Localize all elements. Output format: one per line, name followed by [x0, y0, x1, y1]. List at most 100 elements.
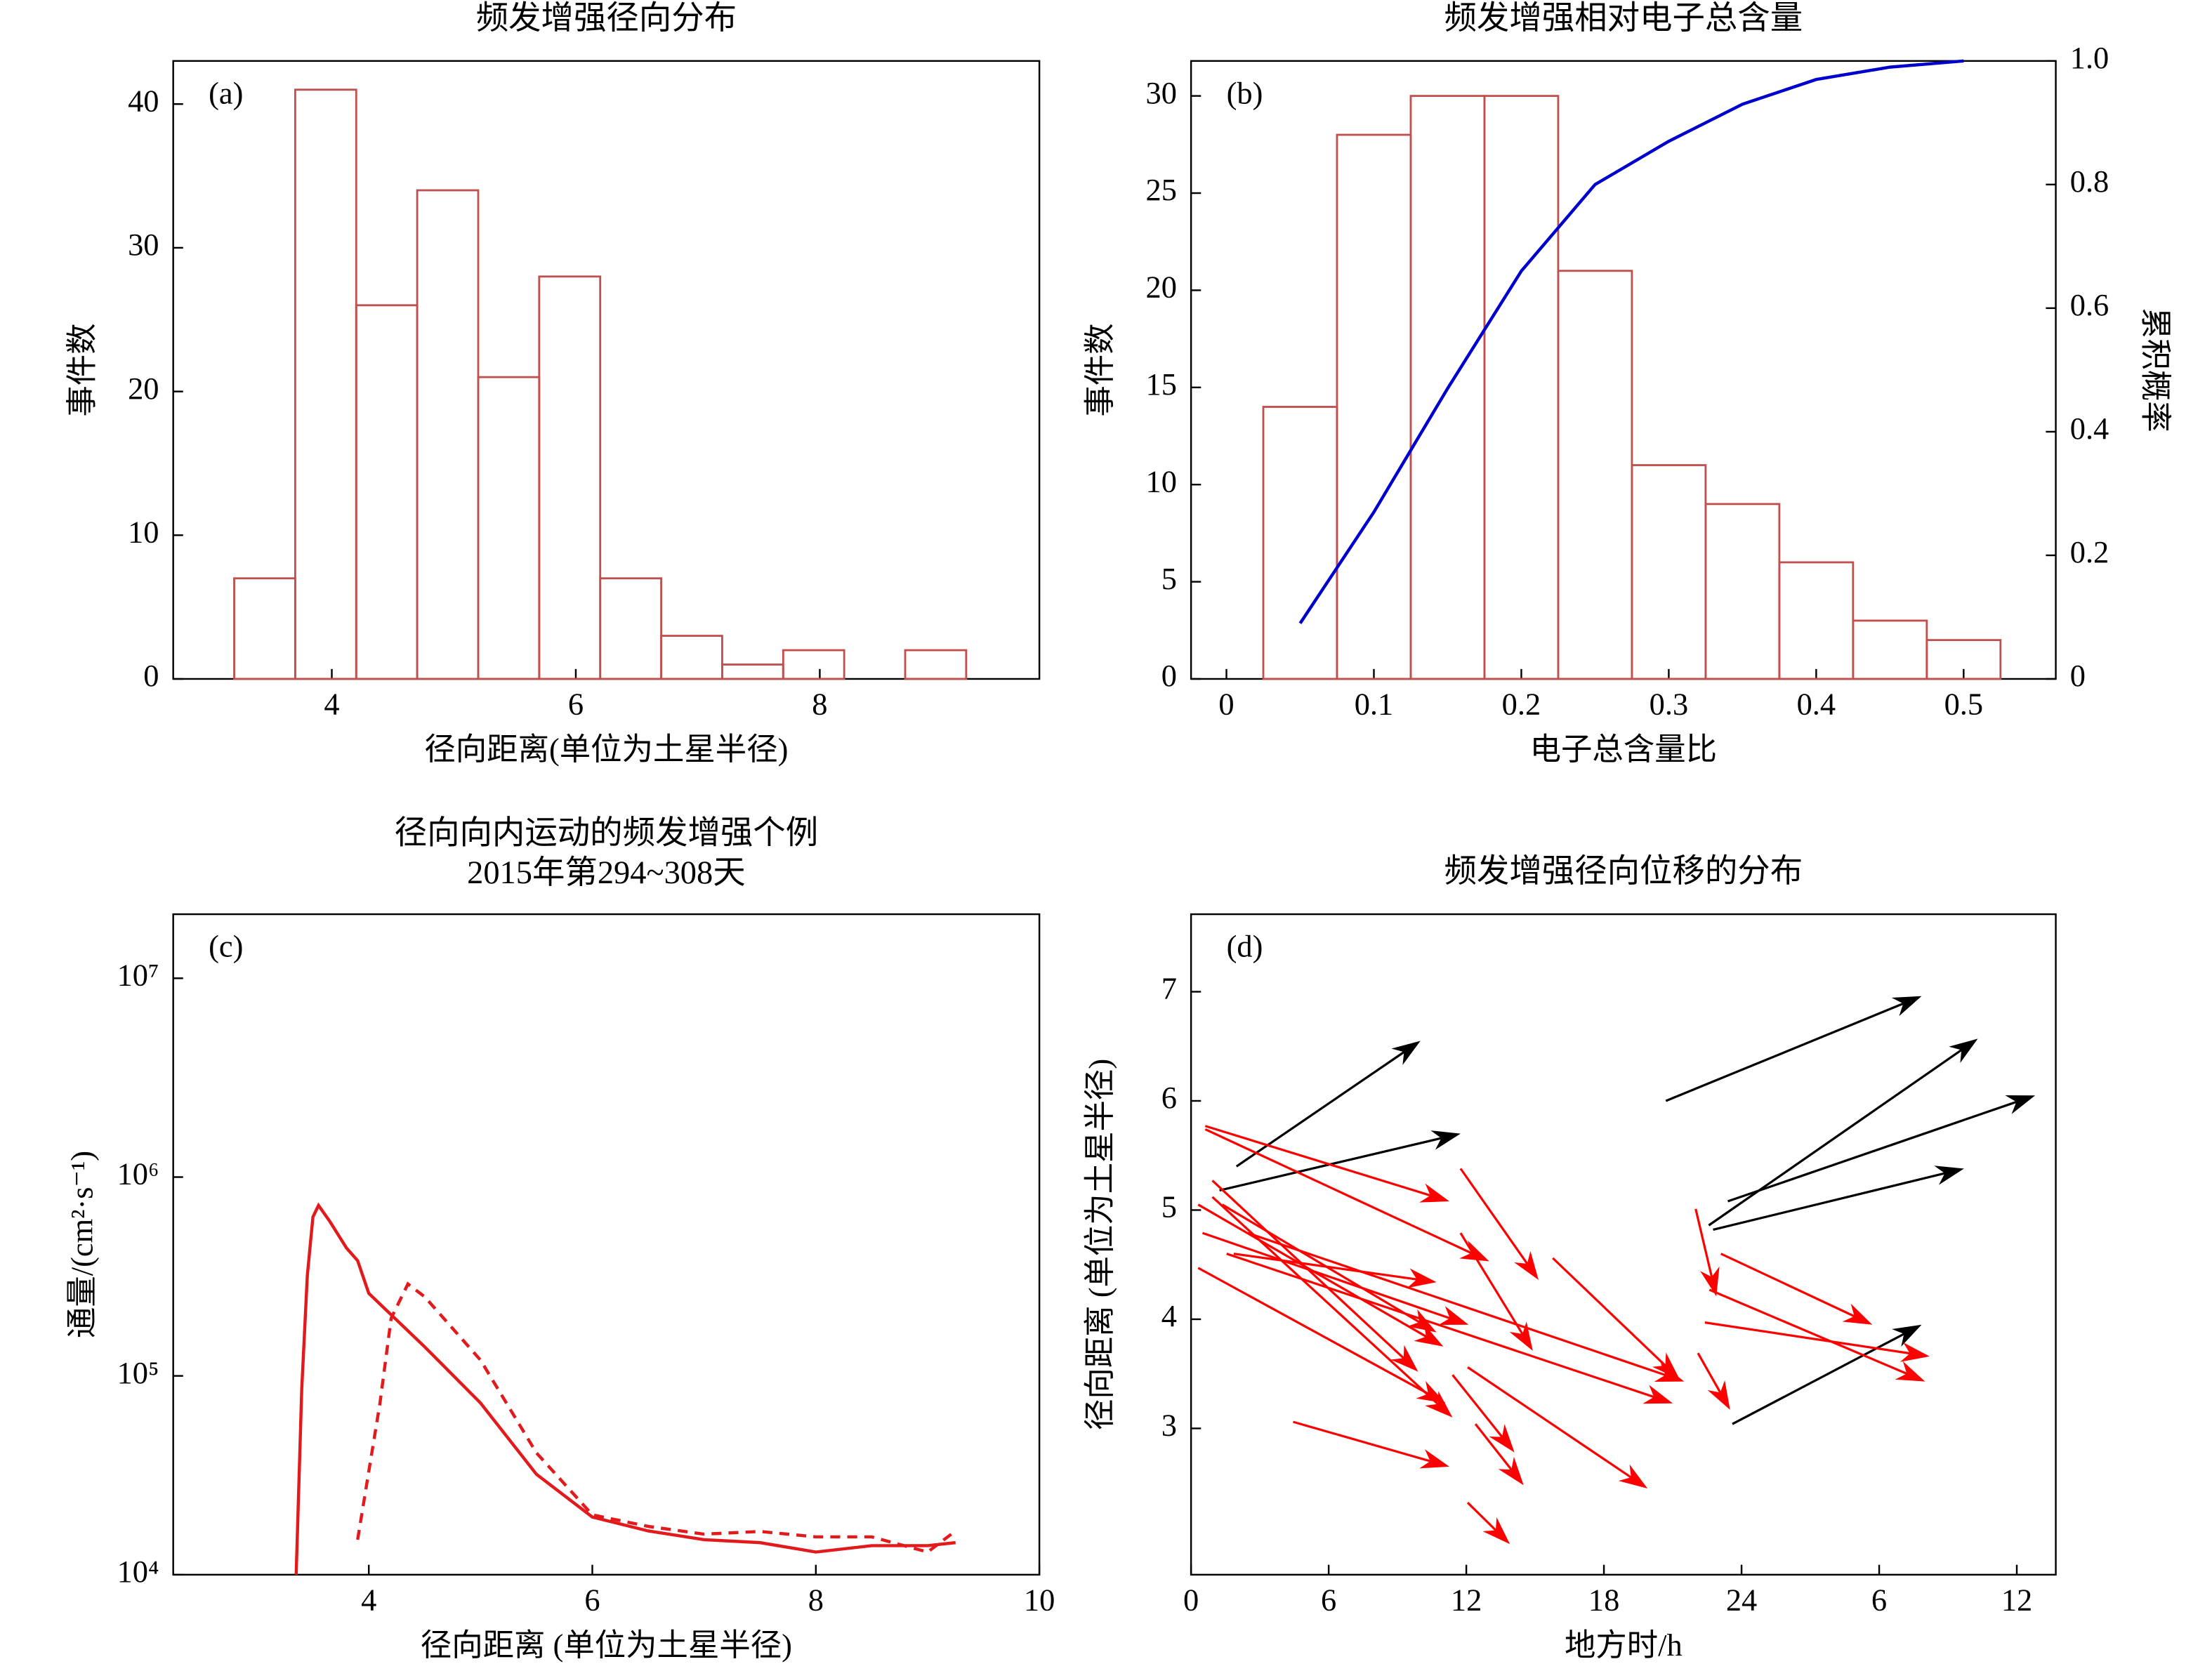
- y-axis-label: 通量/(cm²·s⁻¹): [65, 1151, 100, 1338]
- x-axis-label: 径向距离(单位为土星半径): [424, 732, 788, 767]
- arrow-head: [1642, 1385, 1673, 1404]
- x-tick-label: 6: [568, 687, 584, 722]
- arrow-head: [1482, 1517, 1510, 1545]
- arrow-shaft: [1451, 1374, 1503, 1438]
- bar: [477, 376, 541, 680]
- y-tick-label: 4: [1161, 1298, 1177, 1333]
- series-line: [294, 1202, 956, 1575]
- arrow-head: [1407, 1268, 1437, 1288]
- x-tick-label: 0.2: [1502, 687, 1541, 722]
- arrow-shaft: [1211, 1196, 1439, 1405]
- plot-frame: [1190, 60, 2057, 680]
- y-tick-label: 10⁴: [117, 1554, 159, 1589]
- x-tick-label: 12: [1451, 1582, 1482, 1617]
- x-tick-label: 0.1: [1355, 687, 1394, 722]
- bar: [416, 189, 480, 680]
- arrow-shaft: [1459, 1168, 1529, 1264]
- y-tick-label: 15: [1146, 367, 1177, 402]
- arrow-shaft: [1226, 1253, 1654, 1399]
- bar: [233, 577, 296, 680]
- x-tick-label: 4: [324, 687, 339, 722]
- x-tick-label: 6: [1321, 1582, 1336, 1617]
- x-axis-label: 径向距离 (单位为土星半径): [421, 1627, 792, 1663]
- y-tick-label: 20: [128, 371, 159, 406]
- bar: [1704, 503, 1781, 680]
- arrow-head: [1949, 1038, 1978, 1063]
- plot-frame: [172, 913, 1041, 1576]
- panel-label: (b): [1227, 75, 1263, 110]
- y-tick-label: 10⁶: [117, 1156, 159, 1191]
- x-tick-label: 8: [812, 687, 827, 722]
- bar: [1925, 639, 2002, 680]
- arrow-head: [1498, 1456, 1524, 1486]
- x-tick-label: 10: [1024, 1582, 1055, 1617]
- chart-title: 频发增强相对电子总含量: [1444, 1, 1803, 37]
- y-tick-label: 30: [1146, 75, 1177, 110]
- y-tick-label: 5: [1161, 1189, 1177, 1224]
- bar: [1631, 464, 1707, 680]
- x-tick-label: 8: [808, 1582, 824, 1617]
- y2-tick-label: 1.0: [2070, 40, 2109, 75]
- y2-tick-label: 0.4: [2070, 411, 2109, 446]
- bar: [1557, 270, 1633, 680]
- arrow-shaft: [1697, 1352, 1722, 1394]
- arrow-shaft: [1704, 1321, 1911, 1355]
- arrow-head: [2005, 1095, 2036, 1114]
- y-tick-label: 30: [128, 227, 159, 262]
- x-tick-label: 6: [584, 1582, 600, 1617]
- y-tick-label: 0: [1161, 658, 1177, 693]
- bar: [1483, 95, 1560, 680]
- y2-axis-label: 累积概率: [2138, 308, 2173, 432]
- arrow-shaft: [1727, 1100, 2017, 1203]
- arrow-head: [1414, 1323, 1444, 1347]
- arrow-shaft: [1713, 1172, 1945, 1232]
- x-axis-label: 地方时/h: [1565, 1627, 1683, 1663]
- y-tick-label: 6: [1161, 1080, 1177, 1115]
- bar: [1778, 561, 1855, 680]
- arrow-shaft: [1293, 1420, 1431, 1462]
- arrow-shaft: [1221, 1203, 1421, 1323]
- y2-tick-label: 0: [2070, 658, 2086, 693]
- y-tick-label: 25: [1146, 172, 1177, 207]
- arrow-shaft: [1459, 1232, 1524, 1335]
- panel-label: (c): [209, 929, 243, 964]
- arrow-shaft: [1204, 1128, 1472, 1255]
- bar: [782, 649, 845, 680]
- x-tick-label: 24: [1726, 1582, 1757, 1617]
- arrow-head: [1416, 1380, 1446, 1404]
- y-tick-label: 10⁷: [117, 958, 159, 993]
- plot-frame: [1190, 913, 2057, 1576]
- y-axis-label: 事件数: [1082, 323, 1117, 416]
- chart-title: 频发增强径向分布: [476, 1, 737, 37]
- panel-label: (d): [1227, 929, 1263, 964]
- arrow-shaft: [1709, 1288, 1907, 1375]
- bar: [538, 275, 602, 680]
- x-tick-label: 18: [1588, 1582, 1619, 1617]
- arrow-head: [1900, 1342, 1930, 1362]
- arrow-head: [1430, 1130, 1461, 1150]
- arrow-head: [1707, 1380, 1730, 1411]
- arrow-shaft: [1474, 1423, 1513, 1471]
- arrow-head: [1891, 996, 1922, 1017]
- panel-label: (a): [209, 75, 243, 110]
- arrow-head: [1895, 1361, 1925, 1382]
- arrow-shaft: [1694, 1208, 1713, 1278]
- arrow-head: [1438, 1306, 1469, 1325]
- arrow-shaft: [1552, 1257, 1666, 1367]
- y2-tick-label: 0.2: [2070, 534, 2109, 569]
- arrow-shaft: [1202, 1232, 1451, 1320]
- arrow-head: [1489, 1424, 1515, 1453]
- y-tick-label: 3: [1161, 1408, 1177, 1443]
- bar: [904, 649, 968, 680]
- arrow-shaft: [1197, 1267, 1429, 1395]
- bar: [1852, 619, 1928, 680]
- bar: [721, 663, 784, 680]
- arrow-head: [1514, 1250, 1539, 1280]
- arrow-head: [1390, 1345, 1418, 1372]
- y-tick-label: 10: [128, 514, 159, 549]
- arrow-shaft: [1466, 1502, 1497, 1531]
- x-tick-label: 0.5: [1944, 687, 1984, 722]
- y-tick-label: 7: [1161, 971, 1177, 1006]
- arrow-shaft: [1708, 1049, 1963, 1227]
